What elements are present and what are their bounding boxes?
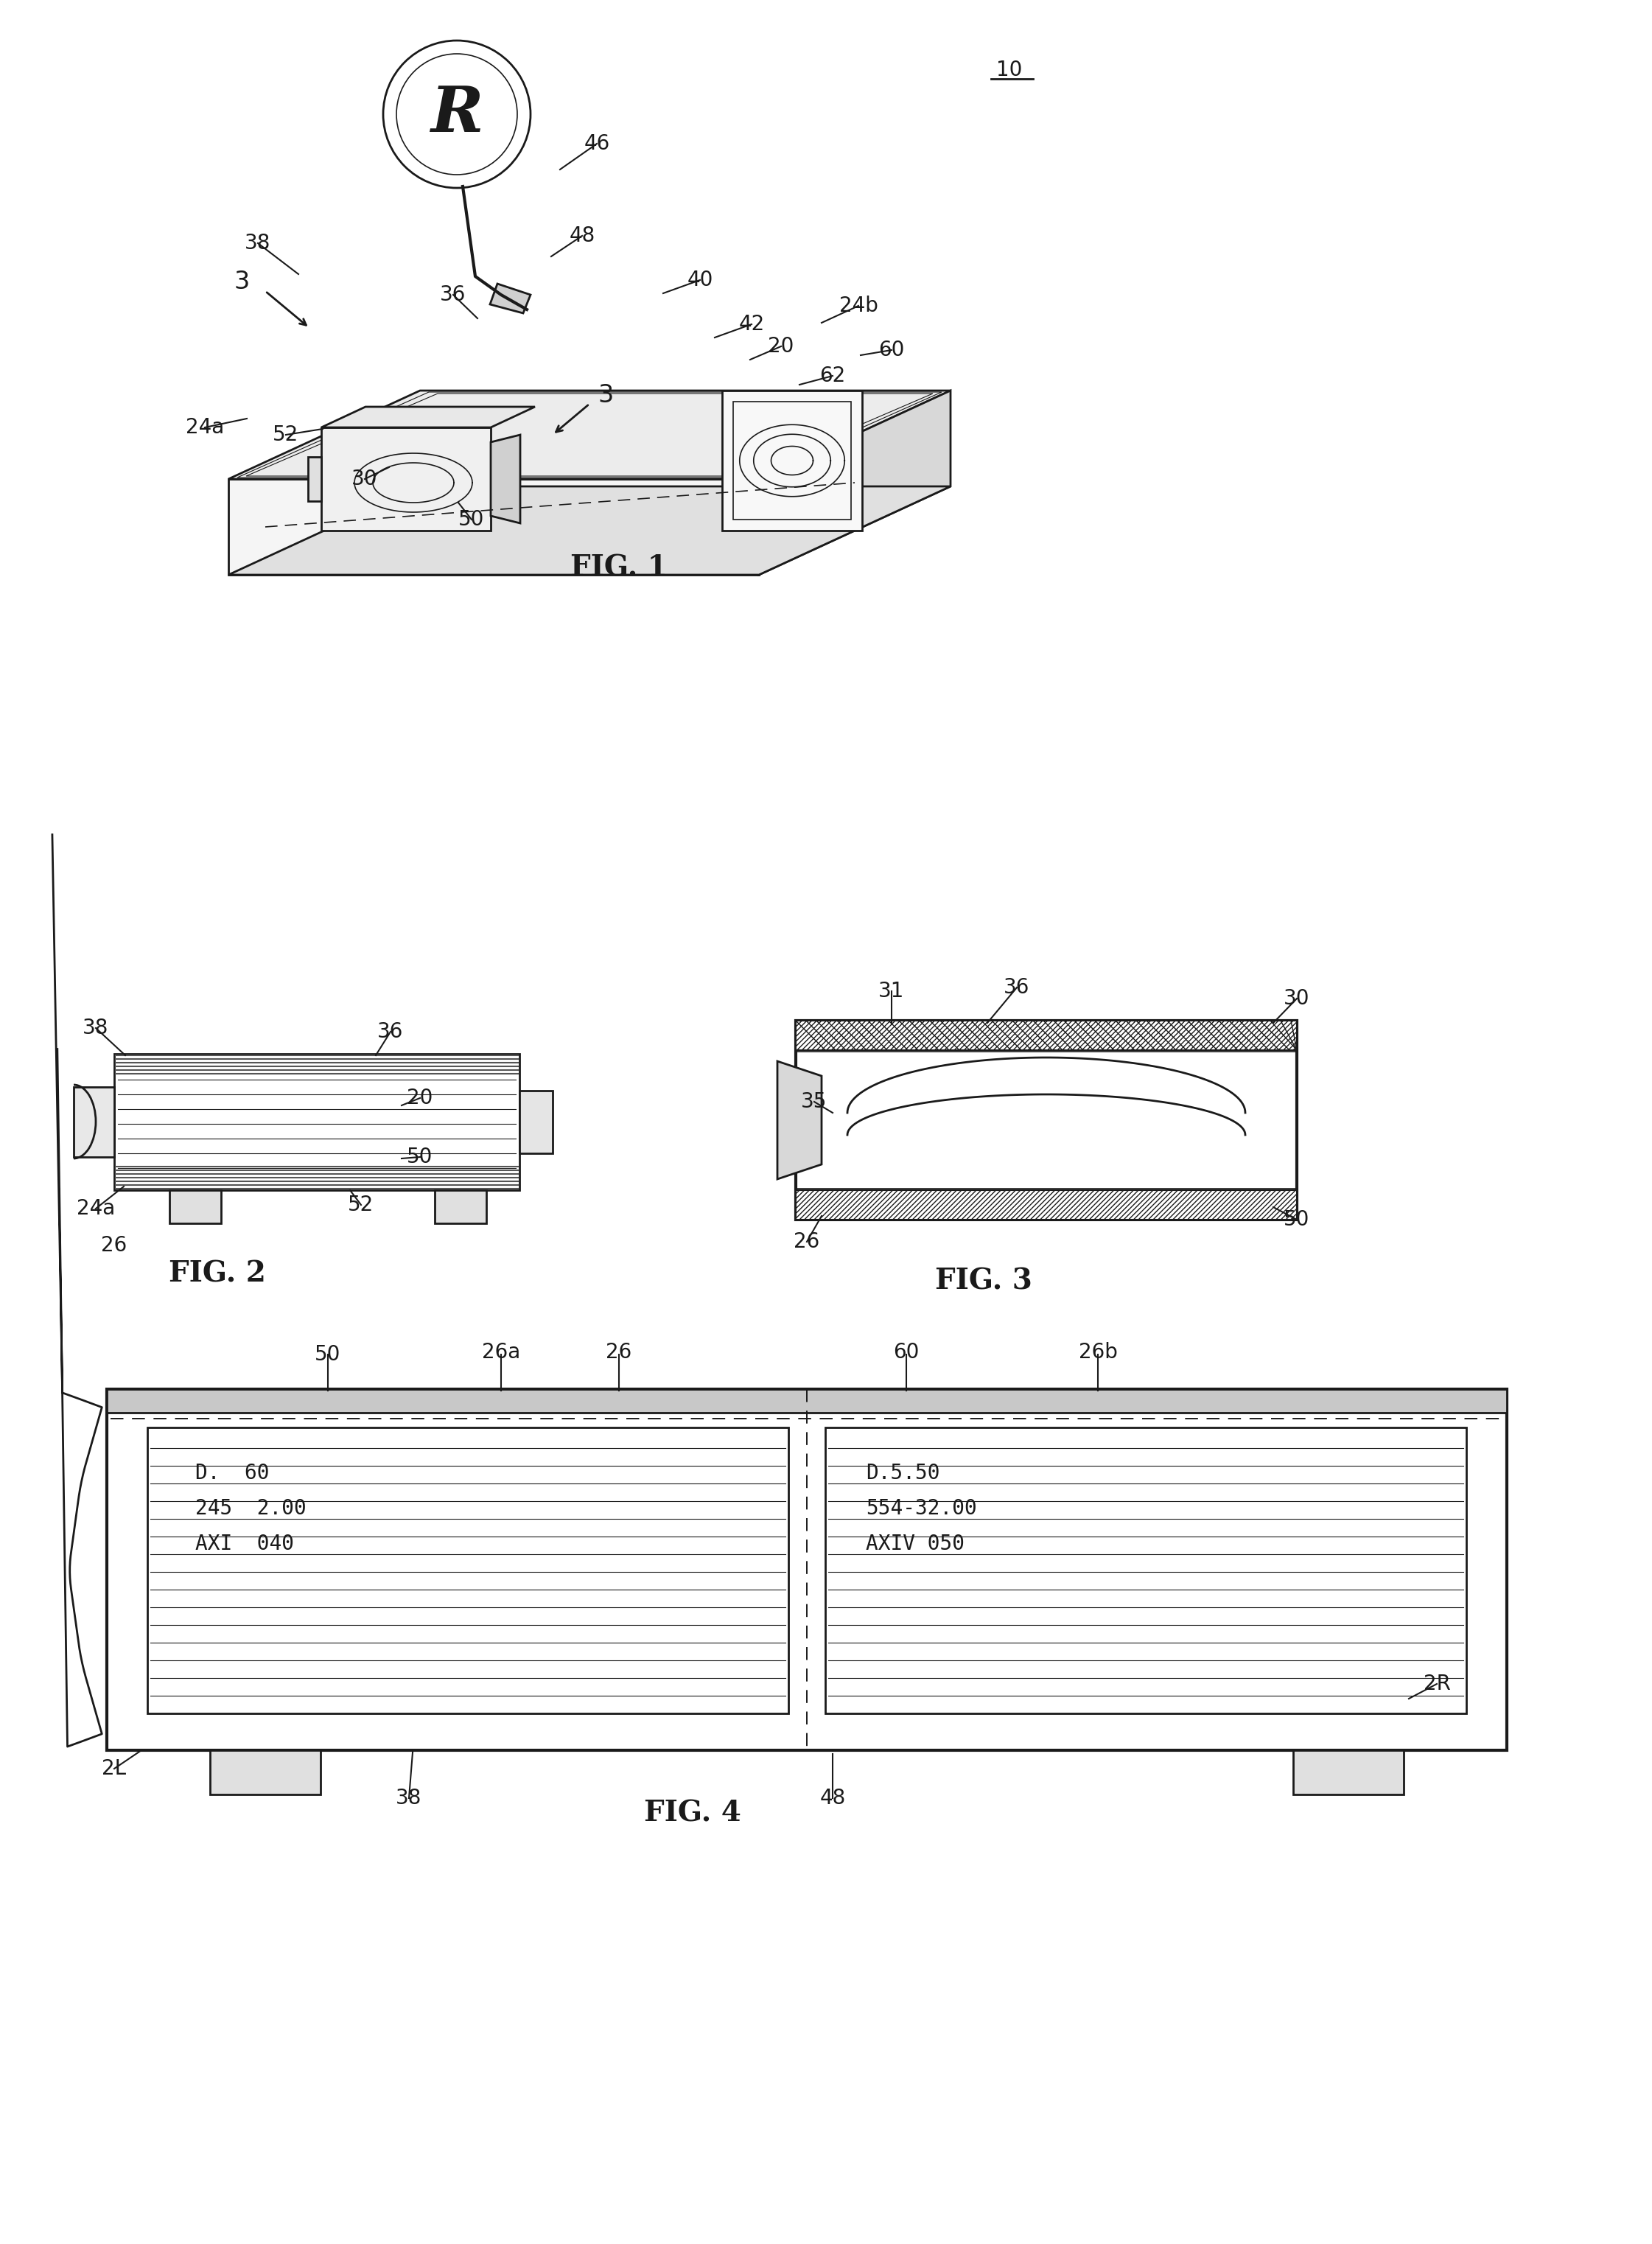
Text: 48: 48: [570, 224, 595, 247]
Text: FIG. 1: FIG. 1: [570, 554, 667, 581]
Text: 31: 31: [879, 981, 905, 1001]
Text: 26b: 26b: [1079, 1342, 1117, 1362]
Text: 3: 3: [235, 269, 249, 294]
Text: 46: 46: [583, 132, 610, 155]
Text: 62: 62: [819, 366, 846, 386]
Text: 20: 20: [768, 337, 795, 357]
Text: 50: 50: [459, 509, 484, 530]
Text: 3: 3: [598, 384, 613, 406]
Text: 26: 26: [101, 1234, 127, 1257]
Polygon shape: [228, 478, 758, 574]
Polygon shape: [796, 1189, 1297, 1221]
Polygon shape: [796, 1021, 1297, 1050]
Polygon shape: [320, 426, 491, 530]
Polygon shape: [519, 1091, 553, 1153]
Polygon shape: [228, 487, 950, 574]
Polygon shape: [74, 1086, 114, 1158]
Text: FIG. 4: FIG. 4: [644, 1800, 742, 1827]
Text: 30: 30: [1284, 987, 1310, 1010]
Text: 24b: 24b: [839, 296, 877, 316]
Polygon shape: [170, 1189, 221, 1223]
Polygon shape: [758, 390, 950, 574]
Text: D.  60
245  2.00
AXI  040: D. 60 245 2.00 AXI 040: [195, 1463, 306, 1555]
Text: 40: 40: [687, 269, 714, 289]
Text: 26a: 26a: [482, 1342, 520, 1362]
Text: 24a: 24a: [185, 417, 225, 438]
Text: 36: 36: [439, 285, 466, 305]
Text: D.5.50
554-32.00
AXIV 050: D.5.50 554-32.00 AXIV 050: [866, 1463, 976, 1555]
Text: 35: 35: [801, 1091, 828, 1113]
Text: 2L: 2L: [102, 1759, 127, 1779]
Text: 26: 26: [606, 1342, 633, 1362]
Text: 48: 48: [819, 1788, 846, 1809]
Text: 36: 36: [1004, 976, 1029, 999]
Polygon shape: [210, 1750, 320, 1795]
Text: 50: 50: [1284, 1210, 1310, 1230]
Polygon shape: [107, 1389, 1507, 1414]
Text: 50: 50: [316, 1344, 340, 1364]
Polygon shape: [1294, 1750, 1404, 1795]
Text: FIG. 3: FIG. 3: [935, 1268, 1032, 1295]
Text: 30: 30: [352, 469, 378, 489]
Text: 38: 38: [244, 233, 271, 254]
Polygon shape: [307, 458, 320, 500]
Text: 26: 26: [795, 1232, 819, 1252]
Polygon shape: [722, 390, 862, 530]
Text: 38: 38: [396, 1788, 421, 1809]
Polygon shape: [228, 390, 950, 478]
Text: 24a: 24a: [76, 1198, 116, 1218]
Polygon shape: [491, 435, 520, 523]
Text: 60: 60: [879, 339, 905, 361]
Text: 36: 36: [378, 1021, 403, 1041]
Text: 52: 52: [273, 424, 299, 444]
Polygon shape: [778, 1061, 821, 1178]
Text: 42: 42: [738, 314, 765, 334]
Text: 20: 20: [406, 1088, 433, 1109]
Polygon shape: [434, 1189, 486, 1223]
Text: 10: 10: [996, 61, 1023, 81]
Text: 50: 50: [406, 1147, 433, 1167]
Polygon shape: [320, 406, 535, 426]
Text: 2R: 2R: [1424, 1674, 1450, 1694]
Text: 52: 52: [349, 1194, 373, 1216]
Polygon shape: [491, 283, 530, 314]
Text: 38: 38: [83, 1019, 109, 1039]
Text: R: R: [431, 83, 484, 146]
Text: FIG. 2: FIG. 2: [169, 1259, 266, 1288]
Text: 60: 60: [894, 1342, 920, 1362]
